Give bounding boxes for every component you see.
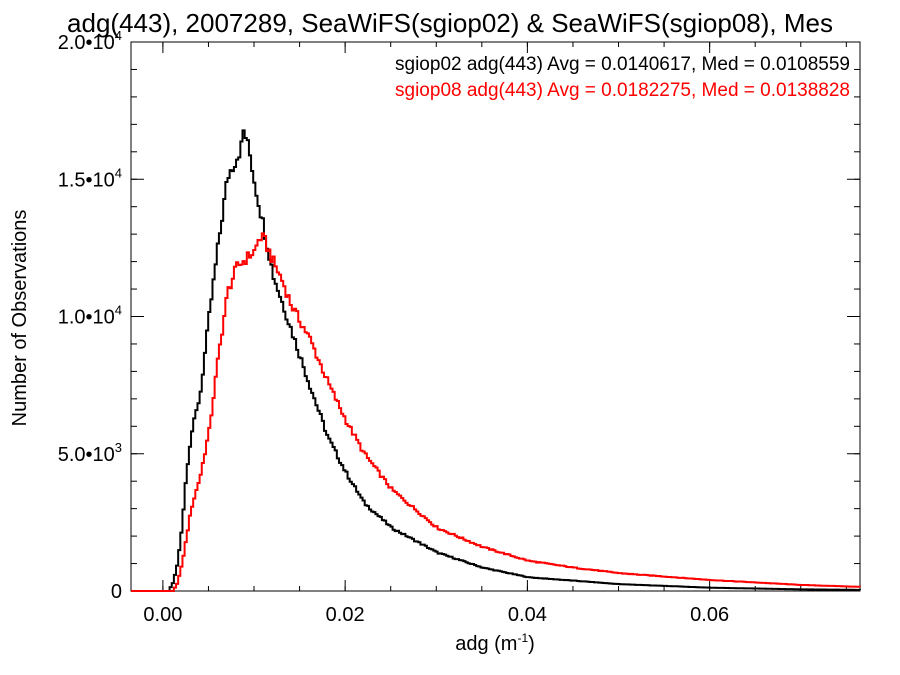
y-tick-label-base: 5.0•10 [58, 444, 115, 466]
chart-title: adg(443), 2007289, SeaWiFS(sgiop02) & Se… [67, 8, 833, 38]
plot-axes: 0.00 0.02 0.04 0.0605.0•1031.0•1041.5•1042.… [58, 28, 861, 626]
x-tick-label: 0.02 [326, 604, 365, 626]
plot-frame [130, 41, 861, 592]
x-axis-label-main: adg (m [455, 633, 517, 655]
y-tick-label: 1.5•104 [58, 165, 122, 191]
series-line-sgiop08 [131, 232, 861, 592]
y-tick-label-base: 1.0•10 [58, 307, 115, 329]
y-tick-label-base: 1.5•10 [58, 169, 115, 191]
y-tick-label: 1.0•104 [58, 303, 122, 329]
x-tick-label: 0.00 [143, 604, 182, 626]
y-tick-label: 0 [111, 581, 122, 603]
x-axis-label-superscript: -1 [517, 631, 528, 645]
y-tick-label-exponent: 4 [115, 165, 122, 180]
legend-entry-sgiop02: sgiop02 adg(443) Avg = 0.0140617, Med = … [395, 54, 850, 75]
x-axis-label: adg (m-1) [455, 631, 535, 655]
legend: sgiop02 adg(443) Avg = 0.0140617, Med = … [395, 54, 850, 101]
y-tick-label-exponent: 4 [115, 28, 122, 43]
y-tick-label-base: 2.0•10 [58, 32, 115, 54]
x-axis-label-close: ) [528, 633, 535, 655]
y-tick-label: 5.0•103 [58, 440, 122, 466]
x-tick-label: 0.06 [690, 604, 729, 626]
y-axis-label: Number of Observations [9, 210, 31, 427]
y-tick-label-exponent: 4 [115, 303, 122, 318]
y-tick-label-base: 0 [111, 581, 122, 603]
series-layer [131, 129, 861, 592]
y-tick-label-exponent: 3 [115, 440, 122, 455]
legend-entry-sgiop08: sgiop08 adg(443) Avg = 0.0182275, Med = … [395, 80, 850, 101]
y-tick-label: 2.0•104 [58, 28, 122, 54]
series-line-sgiop02 [131, 129, 861, 592]
x-tick-label: 0.04 [508, 604, 547, 626]
